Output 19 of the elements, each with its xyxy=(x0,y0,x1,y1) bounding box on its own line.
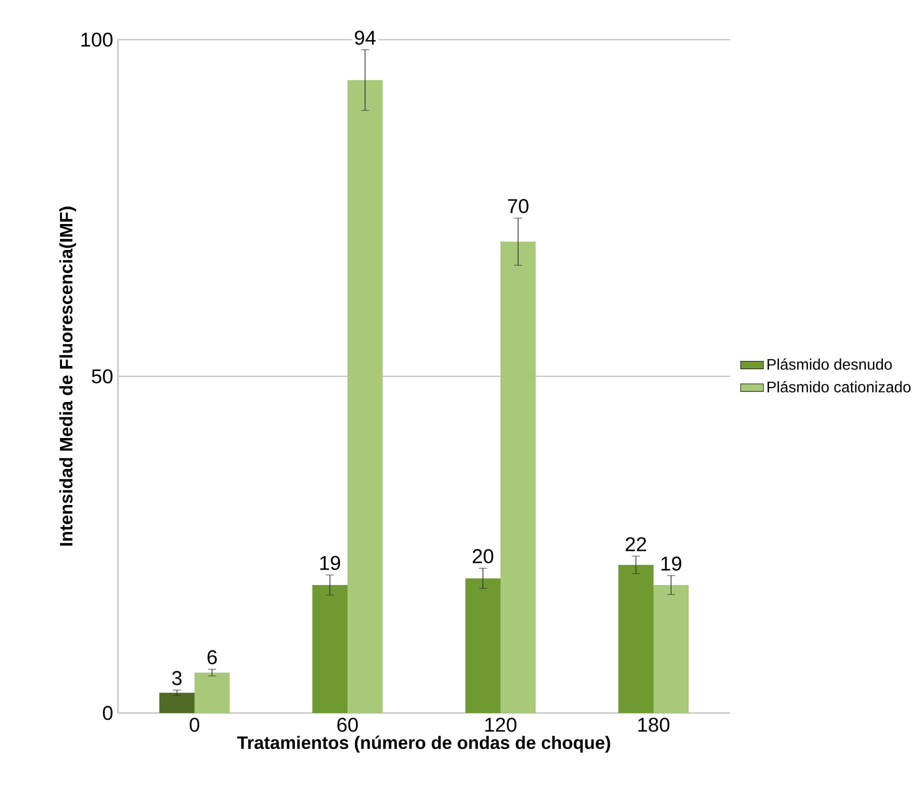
data-label: 3 xyxy=(172,670,182,686)
x-tick-label: 120 xyxy=(485,718,516,732)
data-label: 19 xyxy=(661,556,682,571)
data-label: 19 xyxy=(320,556,340,570)
data-label: 20 xyxy=(472,549,494,564)
legend-label: Plásmido cationizado xyxy=(768,380,911,392)
x-tick-label: 0 xyxy=(190,718,200,732)
data-label: 22 xyxy=(626,537,646,552)
y-axis-title: Intensidad Media de Fluorescencia(IMF) xyxy=(59,206,76,546)
data-label: 94 xyxy=(354,30,376,45)
x-tick-label: 180 xyxy=(638,718,670,732)
legend-label: Plásmido desnudo xyxy=(768,358,892,370)
y-tick-label: 100 xyxy=(81,32,112,47)
data-label: 70 xyxy=(508,198,528,214)
data-label: 6 xyxy=(208,650,217,664)
y-tick-label: 50 xyxy=(92,369,112,384)
x-axis-title: Tratamientos (número de ondas de choque) xyxy=(237,736,610,753)
y-tick-label: 0 xyxy=(102,706,113,720)
x-tick-label: 60 xyxy=(337,718,358,732)
